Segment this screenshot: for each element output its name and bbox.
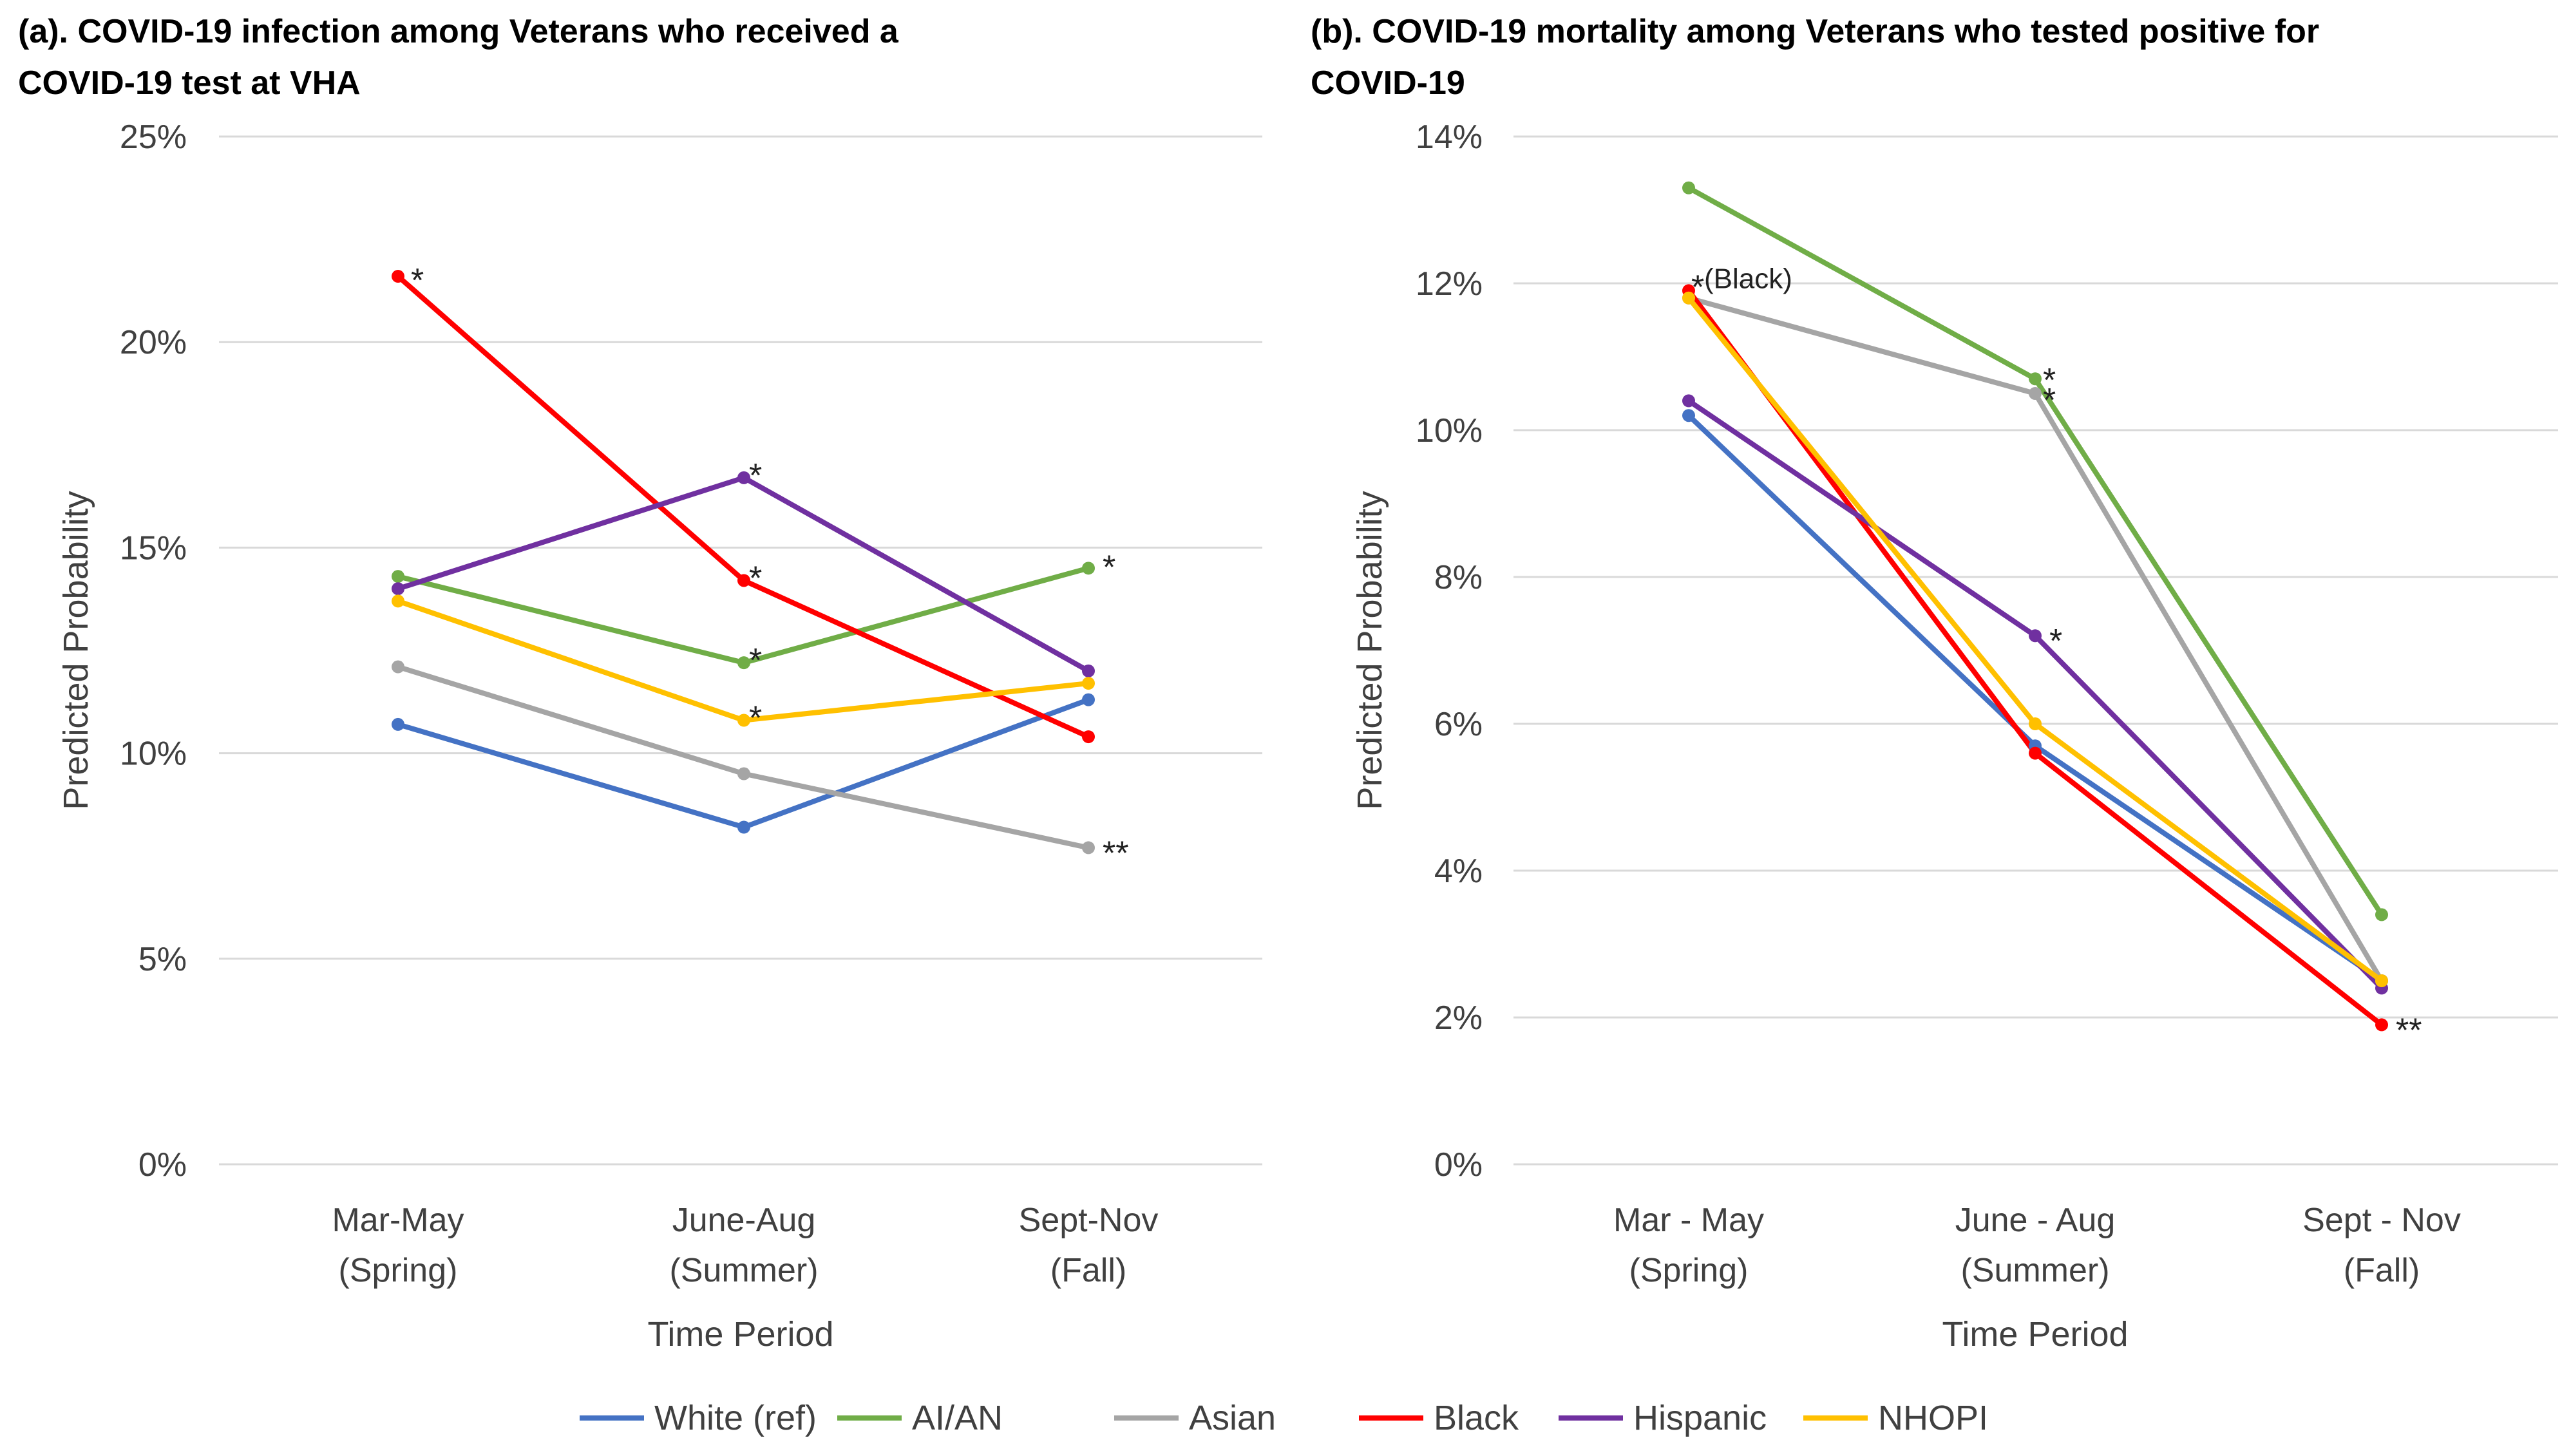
panel-b-x-tick-label: Sept - Nov (2302, 1202, 2461, 1239)
panel-b-y-tick-label: 8% (1434, 559, 1483, 596)
legend-item-black: Black (1359, 1399, 1519, 1437)
panel-b-annotation: * (2049, 623, 2062, 660)
panel-b-annotation: * (1691, 269, 1704, 306)
panel-b-y-axis-title: Predicted Probability (1351, 491, 1389, 809)
panel-a-y-tick-label: 10% (120, 735, 187, 773)
panel-a-point-white-ref (392, 717, 404, 731)
panel-a-x-tick-label: Sept-Nov (1019, 1202, 1159, 1239)
panel-a-annotation: * (411, 262, 424, 299)
panel-b-y-tick-label: 6% (1434, 706, 1483, 743)
panel-a-point-hispanic (392, 582, 404, 596)
panel-a-point-nhopi (392, 594, 404, 608)
panel-b-mortality-chart: (b). COVID-19 mortality among Veterans w… (1311, 13, 2558, 1354)
panel-b-y-tick-label: 10% (1416, 412, 1483, 449)
panel-b-point-ai-an (1682, 181, 1695, 194)
panel-b-point-hispanic (2029, 629, 2042, 643)
panel-a-point-ai-an (737, 656, 750, 670)
legend-item-hispanic: Hispanic (1559, 1399, 1767, 1437)
panel-a-annotation: * (749, 642, 762, 679)
panel-b-point-hispanic (1682, 394, 1695, 408)
panel-b-title-line-2: COVID-19 (1311, 64, 1465, 102)
panel-b-y-tick-label: 0% (1434, 1146, 1483, 1184)
panel-a-point-white-ref (737, 820, 750, 834)
panel-a-y-tick-label: 15% (120, 529, 187, 567)
panel-b-x-tick-label: Mar - May (1613, 1202, 1764, 1239)
panel-a-y-tick-label: 5% (138, 941, 187, 978)
panel-b-point-ai-an (2375, 908, 2388, 922)
panel-b-point-nhopi (1682, 291, 1695, 305)
panel-b-point-black (2375, 1018, 2388, 1032)
legend-label-white-ref: White (ref) (654, 1399, 817, 1437)
panel-a-point-nhopi (1082, 677, 1095, 690)
panel-a-x-tick-sublabel: (Spring) (339, 1252, 458, 1289)
panel-b-annotation: ** (2396, 1012, 2422, 1049)
panel-a-x-tick-label: June-Aug (672, 1202, 816, 1239)
panel-a-annotation: * (749, 457, 762, 495)
panel-a-annotation: * (749, 560, 762, 597)
panel-a-y-tick-label: 25% (120, 118, 187, 156)
panel-b-point-nhopi (2375, 974, 2388, 987)
legend-label-nhopi: NHOPI (1878, 1399, 1988, 1437)
legend-item-ai-an: AI/AN (837, 1399, 1003, 1437)
panel-b-x-axis-title: Time Period (1942, 1315, 2128, 1354)
panel-a-point-black (392, 270, 404, 283)
panel-b-y-tick-label: 12% (1416, 265, 1483, 303)
panel-b-annotation: (Black) (1704, 263, 1792, 294)
legend: White (ref) AI/AN Asian Black Hispanic NHOPI (580, 1399, 1988, 1437)
legend-label-hispanic: Hispanic (1633, 1399, 1767, 1437)
panel-a-point-white-ref (1082, 693, 1095, 706)
panel-b-point-black (2029, 746, 2042, 760)
panel-b-annotation: * (2043, 382, 2056, 419)
panel-a-infection-chart: (a). COVID-19 infection among Veterans w… (18, 13, 1262, 1354)
panel-b-y-tick-label: 2% (1434, 999, 1483, 1037)
panel-a-y-axis-title: Predicted Probability (57, 491, 95, 809)
panel-a-x-tick-label: Mar-May (332, 1202, 464, 1239)
panel-b-x-tick-label: June - Aug (1955, 1202, 2116, 1239)
legend-label-asian: Asian (1189, 1399, 1276, 1437)
panel-a-point-nhopi (737, 714, 750, 727)
panel-b-annotation: * (2043, 362, 2056, 399)
panel-a-point-asian (737, 767, 750, 780)
panel-b-title-line-1: (b). COVID-19 mortality among Veterans w… (1311, 13, 2319, 50)
legend-label-black: Black (1434, 1399, 1519, 1437)
legend-item-white-ref: White (ref) (580, 1399, 817, 1437)
panel-a-x-tick-sublabel: (Summer) (669, 1252, 818, 1289)
legend-label-ai-an: AI/AN (912, 1399, 1003, 1437)
panel-b-point-nhopi (2029, 717, 2042, 730)
panel-a-title-line-2: COVID-19 test at VHA (18, 64, 361, 102)
panel-a-point-ai-an (392, 570, 404, 583)
panel-a-title-line-1: (a). COVID-19 infection among Veterans w… (18, 13, 899, 50)
panel-a-point-black (1082, 730, 1095, 744)
panel-b-y-tick-label: 14% (1416, 118, 1483, 156)
panel-b-point-ai-an (2029, 372, 2042, 386)
panel-a-x-tick-sublabel: (Fall) (1050, 1252, 1126, 1289)
legend-item-nhopi: NHOPI (1803, 1399, 1988, 1437)
panel-a-point-asian (1082, 841, 1095, 855)
panel-b-y-tick-label: 4% (1434, 853, 1483, 890)
panel-b-x-tick-sublabel: (Spring) (1629, 1252, 1749, 1289)
panel-a-point-hispanic (1082, 664, 1095, 677)
panel-b-x-tick-sublabel: (Summer) (1960, 1252, 2109, 1289)
legend-item-asian: Asian (1114, 1399, 1276, 1437)
panel-b-point-asian (2029, 387, 2042, 400)
panel-a-point-asian (392, 660, 404, 674)
panel-a-annotation: * (1103, 549, 1115, 586)
panel-a-y-tick-label: 0% (138, 1146, 187, 1184)
panel-a-annotation: ** (1103, 835, 1128, 872)
panel-a-x-axis-title: Time Period (647, 1315, 833, 1354)
panel-b-x-tick-sublabel: (Fall) (2344, 1252, 2420, 1289)
panel-a-annotation: * (749, 700, 762, 737)
panel-a-point-black (737, 574, 750, 587)
panel-a-y-tick-label: 20% (120, 324, 187, 361)
panel-a-point-hispanic (737, 471, 750, 484)
panel-a-point-ai-an (1082, 562, 1095, 575)
panel-b-point-white-ref (1682, 409, 1695, 422)
